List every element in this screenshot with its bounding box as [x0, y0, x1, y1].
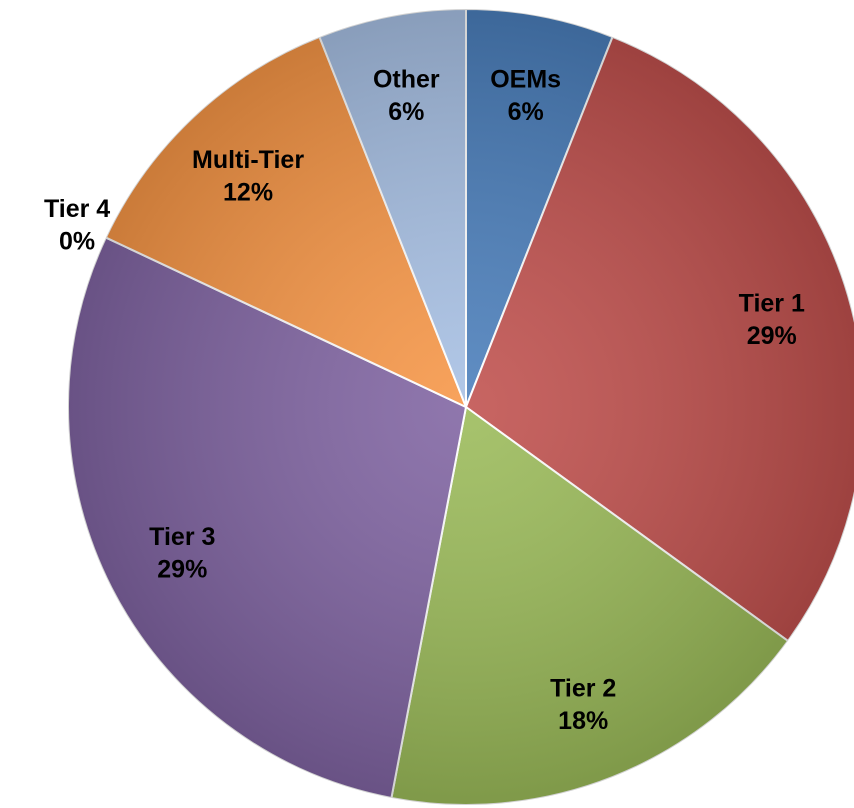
slice-name: Other	[373, 65, 440, 93]
slice-label: Tier 1 29%	[739, 289, 805, 350]
slice-value: 12%	[223, 178, 273, 206]
slice-name: OEMs	[490, 65, 561, 93]
slice-value: 6%	[388, 98, 424, 126]
slice-name: Tier 2	[550, 674, 616, 702]
slice-label: Tier 3 29%	[149, 522, 215, 583]
slice-value: 6%	[508, 98, 544, 126]
slice-label: Multi-Tier 12%	[192, 146, 304, 207]
slice-label: Other 6%	[373, 65, 440, 126]
slice-label: Tier 4 0%	[44, 195, 110, 256]
slice-value: 0%	[59, 227, 95, 255]
slice-value: 29%	[747, 322, 797, 350]
slice-value: 18%	[558, 706, 608, 734]
slice-name: Multi-Tier	[192, 146, 304, 174]
slice-value: 29%	[157, 555, 207, 583]
slice-label: OEMs 6%	[490, 65, 561, 126]
slice-name: Tier 3	[149, 522, 215, 550]
slice-name: Tier 4	[44, 195, 110, 223]
slice-name: Tier 1	[739, 289, 805, 317]
slice-label: Tier 2 18%	[550, 674, 616, 735]
